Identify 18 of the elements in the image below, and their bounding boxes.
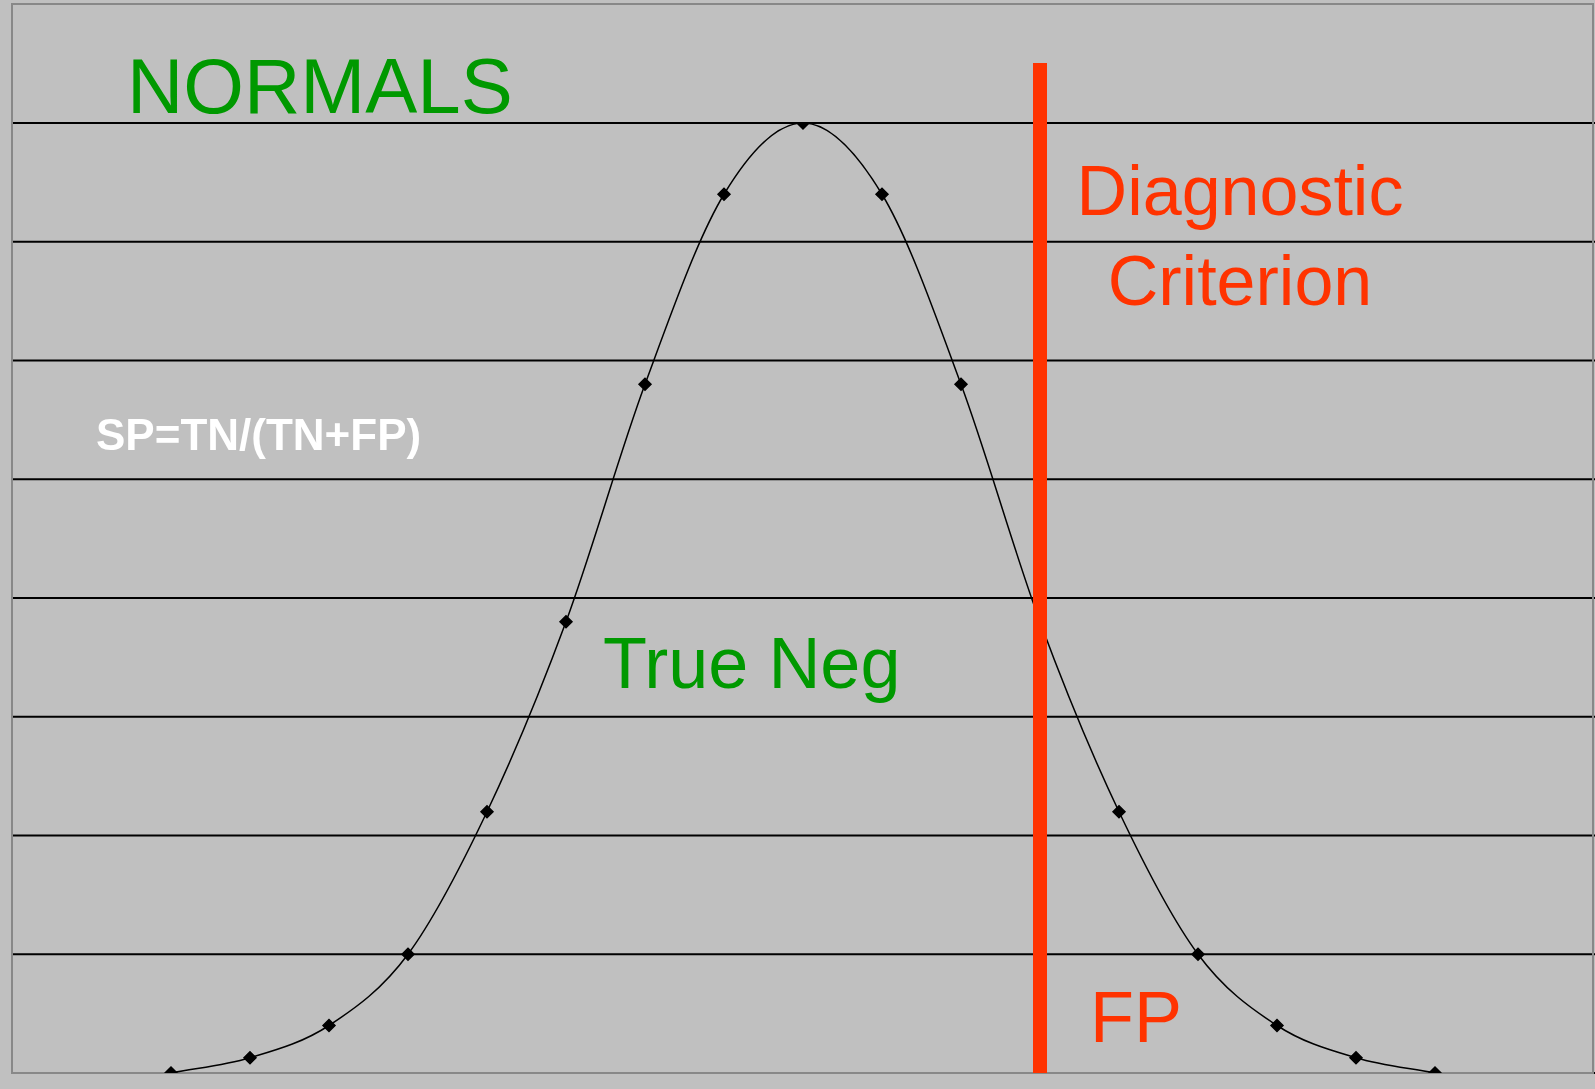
- point: [401, 947, 415, 961]
- point: [1112, 805, 1126, 819]
- point: [1270, 1018, 1284, 1033]
- point: [559, 615, 573, 629]
- point: [243, 1051, 257, 1065]
- annotation: Diagnostic Criterion: [1076, 152, 1404, 320]
- point: [1191, 947, 1205, 961]
- annotation: FP: [1090, 977, 1183, 1057]
- point: [1349, 1051, 1363, 1065]
- point: [875, 187, 889, 201]
- annotation: True Neg: [603, 623, 901, 703]
- point: [480, 805, 494, 819]
- point: [638, 377, 652, 391]
- annotation: NORMALS: [127, 42, 513, 130]
- point: [717, 187, 731, 201]
- point: [954, 377, 968, 391]
- point: [322, 1018, 336, 1033]
- annotation: SP=TN/(TN+FP): [96, 410, 422, 459]
